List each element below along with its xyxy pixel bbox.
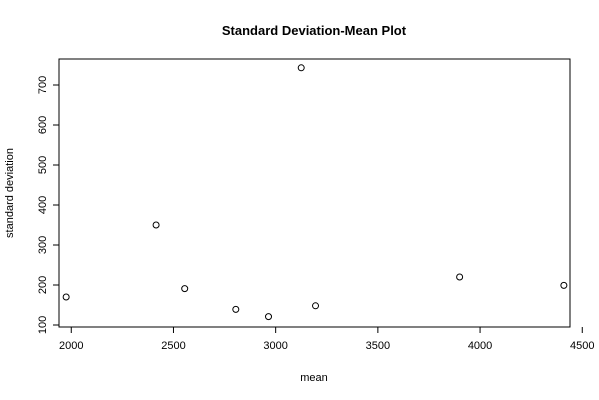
data-point-2 [152,221,160,229]
y-tick-label-600: 600 [37,116,49,134]
data-points [62,64,568,321]
data-point-8 [456,273,464,281]
data-point-5 [265,313,273,321]
y-tick-label-100: 100 [37,316,49,334]
y-tick-label-200: 200 [37,276,49,294]
data-point-4 [232,305,240,313]
y-tick-label-700: 700 [37,76,49,94]
x-tick-label-3500: 3500 [366,340,390,352]
data-point-9 [560,281,568,289]
x-tick-label-2500: 2500 [161,340,185,352]
data-point-1 [62,293,70,301]
chart-title: Standard Deviation-Mean Plot [222,23,407,38]
y-tick-label-300: 300 [37,236,49,254]
x-tick-label-3000: 3000 [263,340,287,352]
y-tick-label-500: 500 [37,156,49,174]
data-point-7 [312,302,320,310]
y-tick-label-400: 400 [37,196,49,214]
data-point-6 [297,64,305,72]
y-axis: 100 200 300 400 500 600 700 [37,76,59,334]
x-axis-label: mean [300,372,328,384]
data-point-3 [181,285,189,293]
x-tick-label-4000: 4000 [468,340,492,352]
plot-frame [58,58,571,328]
x-tick-label-2000: 2000 [59,340,83,352]
y-axis-label: standard deviation [4,148,16,238]
x-tick-label-4500: 4500 [570,340,594,352]
x-axis: 2000 2500 3000 3500 4000 4500 [59,327,595,352]
